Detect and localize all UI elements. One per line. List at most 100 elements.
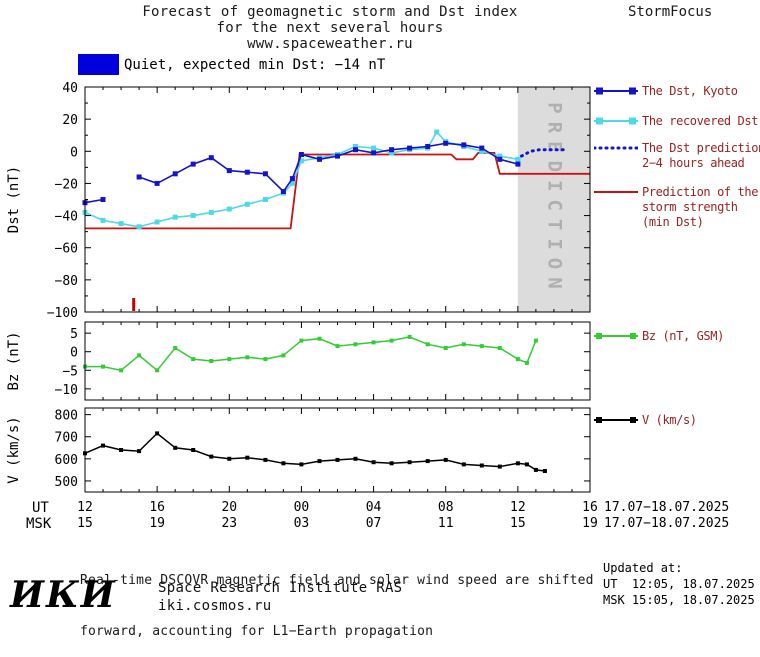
prediction-band xyxy=(517,87,590,312)
y-tick-label: −10 xyxy=(55,383,78,398)
y-tick-label: 40 xyxy=(62,81,78,96)
y-tick-label: 0 xyxy=(70,346,78,361)
bz-point xyxy=(425,342,430,347)
recovered-dst-point xyxy=(298,158,304,164)
v-point xyxy=(461,462,466,467)
x-tick-label-ut: 00 xyxy=(294,500,310,515)
v-point xyxy=(515,461,520,466)
x-tick-label-ut: 12 xyxy=(510,500,526,515)
bz-point xyxy=(209,359,214,363)
v-point xyxy=(389,461,394,466)
dst-kyoto-line xyxy=(138,142,519,193)
x-tick-label-msk: 15 xyxy=(510,516,526,531)
v-point xyxy=(227,456,232,461)
legend-label-storm-1: Prediction of the xyxy=(642,185,759,199)
bz-swatch-icon xyxy=(594,333,638,339)
dst-kyoto-point xyxy=(190,161,196,167)
bz-point xyxy=(443,346,448,350)
recovered-dst-point xyxy=(136,224,142,230)
v-point xyxy=(425,459,430,464)
bz-point xyxy=(389,338,394,343)
legend-label-bz: Bz (nT, GSM) xyxy=(642,329,724,343)
x-tick-label-msk: 07 xyxy=(366,516,382,531)
panel-frame-v xyxy=(84,407,591,493)
legend-label-dst-kyoto: The Dst, Kyoto xyxy=(642,84,738,98)
legend-item-bz: Bz (nT, GSM) xyxy=(594,329,724,344)
dst-kyoto-point xyxy=(515,161,521,167)
dst-kyoto-swatch-icon xyxy=(594,87,638,95)
dst-kyoto-point xyxy=(461,142,467,148)
recovered-dst-point xyxy=(226,206,232,212)
x-tick-label-msk: 19 xyxy=(582,516,598,531)
page-title-line2: for the next several hours xyxy=(216,20,444,36)
page-title-line1: Forecast of geomagnetic storm and Dst in… xyxy=(142,4,518,20)
bz-point xyxy=(155,368,160,373)
footnote-line1: Real-time DSCOVR magnetic field and sola… xyxy=(80,573,594,588)
x-tick-label-msk: 23 xyxy=(221,516,237,531)
bz-point xyxy=(119,368,124,373)
bz-point xyxy=(461,342,466,347)
footnote-line2: forward, accounting for L1−Earth propaga… xyxy=(80,624,434,639)
dst-kyoto-point xyxy=(425,144,431,149)
dst-kyoto-point xyxy=(407,145,413,151)
recovered-dst-point xyxy=(172,214,178,220)
dst-kyoto-point xyxy=(136,174,142,180)
bz-point xyxy=(245,355,250,360)
y-tick-label: 0 xyxy=(70,145,78,160)
y-tick-label: 800 xyxy=(55,409,78,424)
recovered-dst-point xyxy=(371,145,377,151)
dst-kyoto-point xyxy=(280,189,286,194)
bz-point xyxy=(407,334,412,339)
institute-site: iki.cosmos.ru xyxy=(158,598,272,614)
recovered-dst-point xyxy=(479,148,485,154)
dst-kyoto-point xyxy=(100,197,106,202)
dst-kyoto-point xyxy=(262,171,268,177)
recovered-dst-point xyxy=(208,209,214,215)
y-axis-label-bz: Bz (nT) xyxy=(6,331,22,390)
legend-label-dst-prediction-2: 2−4 hours ahead xyxy=(642,156,745,170)
y-tick-label: 20 xyxy=(62,113,78,128)
y-tick-label: −20 xyxy=(55,177,78,192)
recovered-dst-point xyxy=(434,129,440,135)
y-tick-label: 700 xyxy=(55,431,78,446)
y-axis-label-v: V (km/s) xyxy=(6,416,22,483)
v-point xyxy=(524,462,529,467)
dst-prediction-line xyxy=(520,148,569,158)
dst-kyoto-point xyxy=(479,145,485,151)
y-tick-label: −100 xyxy=(47,306,78,321)
v-point xyxy=(119,448,124,452)
bz-point xyxy=(479,344,484,349)
bz-point xyxy=(371,340,376,345)
dst-kyoto-point xyxy=(172,171,178,177)
legend-label-recovered-dst: The recovered Dst xyxy=(642,114,759,128)
y-tick-label: 5 xyxy=(70,327,78,342)
legend-item-dst-kyoto: The Dst, Kyoto xyxy=(594,84,738,99)
dst-prediction-swatch-icon xyxy=(594,146,638,150)
legend-label-dst-prediction-1: The Dst prediction xyxy=(642,141,760,155)
bz-point xyxy=(497,346,502,350)
v-point xyxy=(335,457,340,462)
recovered-dst-point xyxy=(118,221,124,227)
dst-kyoto-point xyxy=(154,180,160,186)
y-tick-label: −5 xyxy=(62,364,78,379)
v-line xyxy=(84,432,545,472)
updated-at-msk: MSK 15:05, 18.07.2025 xyxy=(603,593,755,607)
x-tick-label-ut: 16 xyxy=(149,500,165,515)
legend-item-storm-prediction: Prediction of the storm strength (min Ds… xyxy=(594,185,758,230)
v-point xyxy=(209,454,214,459)
brand-label: StormFocus xyxy=(628,4,713,20)
bz-point xyxy=(137,353,142,358)
legend-label-storm-2: storm strength xyxy=(642,200,738,214)
recovered-dst-point xyxy=(154,219,160,225)
dst-kyoto-point xyxy=(244,169,250,175)
y-tick-label: −80 xyxy=(55,274,78,289)
bz-point xyxy=(353,342,358,347)
bz-point xyxy=(524,360,529,365)
institute-name: Space Research Institute RAS xyxy=(158,580,403,596)
v-point xyxy=(479,463,484,468)
y-tick-label: −60 xyxy=(55,242,78,257)
panel-frame-dst xyxy=(84,86,591,313)
v-point xyxy=(299,462,304,467)
updated-at-ut: UT 12:05, 18.07.2025 xyxy=(603,577,755,591)
dst-kyoto-point xyxy=(497,156,503,162)
